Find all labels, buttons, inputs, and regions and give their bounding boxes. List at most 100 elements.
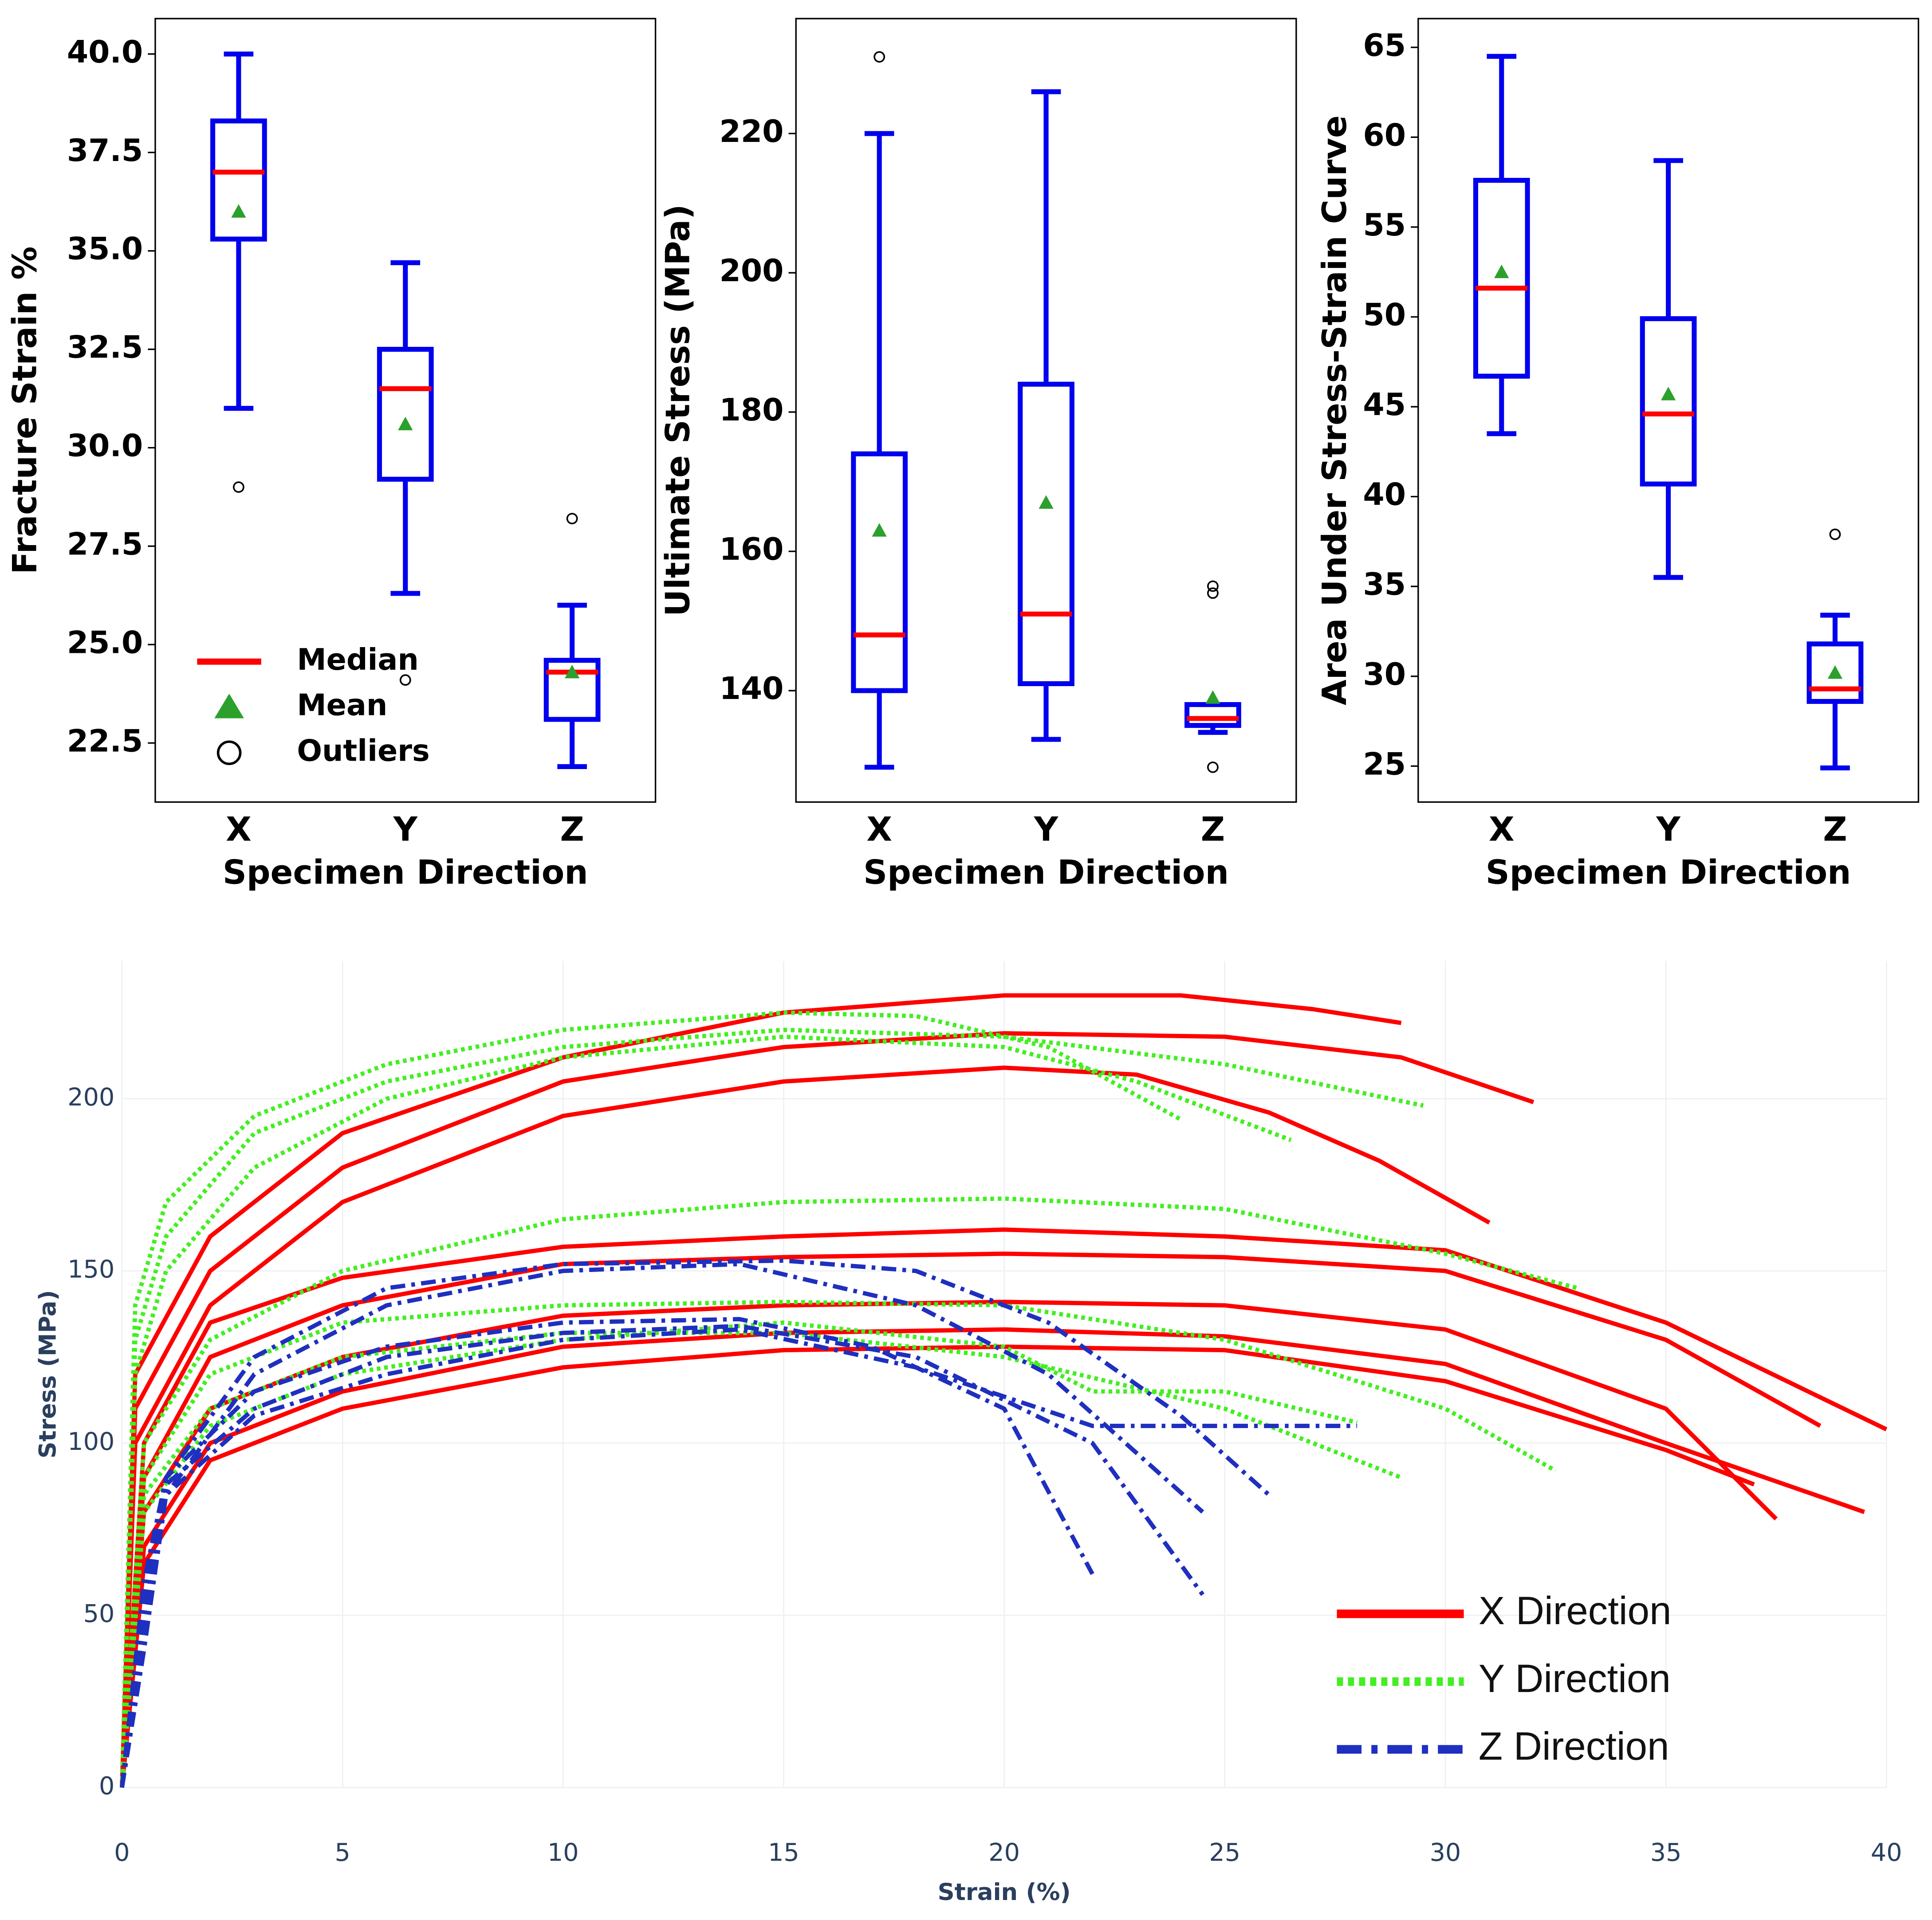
y-tick-label: 140 <box>720 671 784 707</box>
box <box>210 118 267 242</box>
outlier <box>1207 761 1219 773</box>
curve <box>120 1327 1358 1788</box>
curve <box>120 1300 1778 1788</box>
line-chart: 0 50 100 150 200 0 5 10 15 20 25 30 35 40 Strain (%) St… <box>35 961 1902 1906</box>
x-tick-label: 10 <box>547 1838 579 1867</box>
curve <box>120 1323 1204 1788</box>
x-tick-label: X <box>866 810 892 849</box>
x-tick-label: 25 <box>1209 1838 1240 1867</box>
y-tick-label: 100 <box>67 1427 114 1456</box>
curve <box>120 1028 1424 1788</box>
x-tick-label: Y <box>1034 810 1059 849</box>
x-axis-label: Specimen Direction <box>1486 853 1851 892</box>
mean-marker <box>1039 495 1054 509</box>
curve <box>120 1034 1292 1788</box>
legend-outlier <box>216 740 242 766</box>
curve <box>120 1320 1358 1788</box>
y-tick-label: 160 <box>720 532 784 567</box>
x-tick-label: 15 <box>768 1838 799 1867</box>
box <box>1184 702 1241 728</box>
y-tick-label: 37.5 <box>67 133 143 169</box>
x-tick-label: 5 <box>334 1838 350 1867</box>
plot-frame <box>795 18 1297 803</box>
legend: X Direction Y Direction Z Direction <box>1337 1589 1672 1768</box>
curve <box>120 1031 1535 1788</box>
y-tick-label: 60 <box>1363 118 1406 153</box>
legend: Median Mean Outliers <box>197 642 430 768</box>
x-tick-label: Z <box>1201 810 1225 849</box>
mean-marker <box>564 664 580 679</box>
outlier <box>232 481 244 493</box>
box <box>543 658 601 722</box>
y-tick-label: 35 <box>1363 567 1406 602</box>
legend-label: Median <box>297 642 418 677</box>
x-tick-label: 20 <box>988 1838 1020 1867</box>
x-axis-label: Specimen Direction <box>223 853 588 892</box>
curve <box>120 993 1402 1788</box>
y-tick-label: 40.0 <box>67 35 143 70</box>
outlier <box>566 513 578 525</box>
y-axis-label: Ultimate Stress (MPa) <box>658 204 697 616</box>
mean-marker <box>231 204 246 218</box>
y-tick-label: 150 <box>67 1255 114 1284</box>
mean-marker <box>1660 387 1676 400</box>
box <box>377 347 434 482</box>
y-axis-label: Stress (MPa) <box>35 1290 62 1459</box>
x-tick-label: Y <box>1656 810 1681 849</box>
box <box>1806 641 1864 704</box>
outlier <box>1207 587 1219 599</box>
y-tick-label: 27.5 <box>67 526 143 562</box>
y-tick-label: 220 <box>720 114 784 149</box>
x-tick-label: 30 <box>1430 1838 1461 1867</box>
y-tick-label: 65 <box>1363 28 1406 63</box>
curve <box>120 1344 1755 1788</box>
curve <box>120 1065 1491 1788</box>
y-tick-label: 200 <box>720 253 784 289</box>
x-tick-label: Y <box>393 810 418 849</box>
x-tick-label: 35 <box>1650 1838 1682 1867</box>
legend-label: Z Direction <box>1479 1724 1669 1768</box>
outlier <box>874 51 885 63</box>
legend-label: Outliers <box>297 733 429 768</box>
curve <box>120 1262 1204 1788</box>
curve <box>120 1227 1888 1788</box>
box <box>1473 178 1530 379</box>
x-axis-label: Specimen Direction <box>863 853 1229 892</box>
curve <box>120 1300 1557 1788</box>
y-tick-label: 50 <box>1363 298 1406 333</box>
y-tick-label: 200 <box>67 1083 114 1111</box>
curve <box>120 1317 1094 1788</box>
box <box>1640 316 1697 487</box>
y-tick-label: 35.0 <box>67 232 143 267</box>
x-axis-label: Strain (%) <box>938 1879 1071 1906</box>
mean-marker <box>398 416 413 431</box>
mean-marker <box>1827 665 1843 679</box>
y-tick-label: 0 <box>99 1771 114 1800</box>
box <box>1018 381 1074 687</box>
x-tick-label: X <box>1489 810 1515 849</box>
y-tick-label: 40 <box>1363 477 1406 513</box>
x-tick-label: X <box>226 810 252 849</box>
y-tick-label: 50 <box>83 1599 115 1628</box>
plot-frame <box>154 18 657 803</box>
curve <box>120 1010 1182 1788</box>
outlier <box>1829 528 1841 540</box>
legend-label: X Direction <box>1479 1589 1672 1633</box>
box-chart: 140 160 180 200 220 Ultimate Stress (MPa) Spec… <box>658 18 1297 892</box>
curve <box>120 1196 1578 1788</box>
y-tick-label: 32.5 <box>67 330 143 365</box>
box-chart: 22.5 25.0 27.5 30.0 32.5 35.0 37.5 40.0 Fracture… <box>5 18 657 892</box>
y-tick-label: 30.0 <box>67 428 143 464</box>
mean-marker <box>872 523 887 537</box>
box <box>851 451 908 693</box>
x-tick-label: Z <box>1823 810 1847 849</box>
outlier <box>399 674 411 686</box>
mean-marker <box>1205 690 1220 704</box>
y-tick-label: 180 <box>720 393 784 428</box>
y-tick-label: 45 <box>1363 387 1406 423</box>
box-chart: 25 30 35 40 45 50 55 60 65 Area Under Stress-Stra… <box>1315 18 1920 892</box>
curve <box>120 1251 1822 1788</box>
legend-mean <box>214 693 244 719</box>
outlier <box>1207 580 1219 592</box>
